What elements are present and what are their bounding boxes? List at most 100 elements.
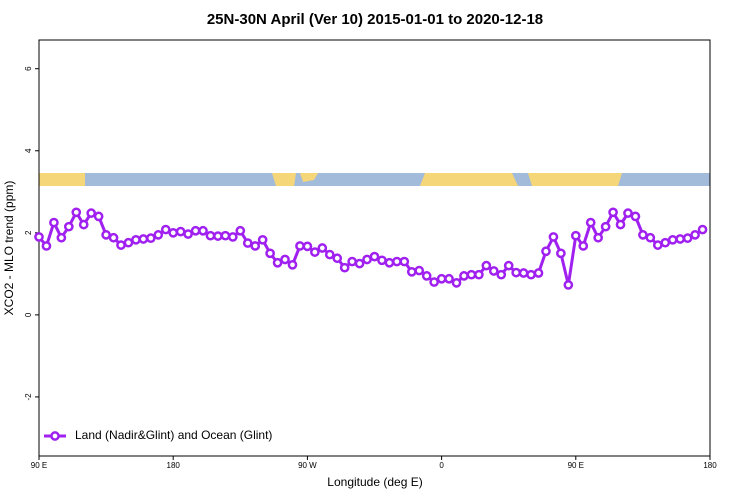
chart-title: 25N-30N April (Ver 10) 2015-01-01 to 202… [207,11,543,28]
data-point [451,278,462,288]
data-point [511,267,522,278]
data-point [474,269,484,280]
data-point [488,266,499,276]
data-point [570,230,581,241]
data-point [108,232,119,243]
data-point [257,234,268,245]
y-tick-label: 0 [24,312,33,317]
data-point [645,232,656,243]
data-point [101,230,111,240]
data-point [213,231,223,241]
data-point [406,266,417,277]
data-point [496,269,507,280]
data-point [384,257,395,268]
data-point [541,246,551,257]
data-point [302,241,313,252]
data-point [198,225,208,236]
data-point [354,258,365,269]
data-point [175,226,186,237]
data-point [339,262,350,273]
data-point [421,271,432,281]
data-point [563,280,574,290]
y-tick-label: 2 [24,230,33,235]
y-tick-label: -2 [24,393,33,401]
data-point [377,255,387,266]
data-point [585,217,596,228]
data-point [518,268,529,278]
x-tick-label: 90 W [298,461,317,470]
data-point [56,232,67,243]
data-point [466,269,477,280]
data-point [623,208,633,218]
x-tick-label: 0 [439,461,444,470]
data-point [145,233,156,244]
data-point [287,259,298,270]
data-point [548,232,559,242]
data-point [600,221,611,232]
data-point [526,269,536,280]
data-point [220,230,231,241]
data-point [429,277,439,287]
y-axis-label: XCO2 - MLO trend (ppm) [2,181,16,316]
data-point [41,241,52,251]
data-point [697,224,708,235]
data-point [369,251,380,262]
data-point [324,249,335,260]
data-point [660,237,671,248]
data-point [690,230,700,240]
data-point [317,243,328,253]
data-point [138,234,149,244]
data-point [280,254,290,265]
data-point [444,273,454,284]
data-point [392,256,402,267]
plot-frame [38,39,711,457]
x-tick-label: 90 E [568,461,584,470]
data-point [295,241,305,251]
data-point [93,211,104,222]
data-point [227,232,238,242]
data-point [436,273,447,284]
data-point [652,240,663,250]
data-point [593,232,604,243]
data-point [183,229,193,239]
data-point [49,217,59,228]
data-point [578,241,589,251]
data-point [78,219,89,230]
data-point [131,234,141,245]
data-point [533,268,544,278]
data-point [71,207,82,218]
data-point [503,260,514,271]
data-point [205,230,216,241]
legend-marker [50,431,60,441]
data-point [556,248,566,259]
data-point [168,227,179,238]
x-tick-label: 180 [703,461,717,470]
data-point [242,238,253,248]
data-point [63,221,74,232]
data-point [667,234,678,245]
data-point [481,260,492,271]
data-point [190,225,201,236]
data-point [362,254,372,265]
data-point [682,233,693,244]
data-point [160,224,171,235]
data-point [272,257,283,268]
data-point [250,241,261,251]
land-ocean-strip [39,173,710,186]
data-point [347,256,357,267]
y-tick-label: 6 [24,66,33,71]
data-point [630,211,641,222]
data-point [615,219,626,230]
data-point [34,232,44,242]
data-point [235,225,246,236]
data-point [332,253,343,264]
data-point [153,230,164,240]
data-point [265,248,275,259]
data-point [608,207,618,218]
x-tick-label: 180 [167,461,181,470]
data-point [459,271,469,281]
data-point [414,265,425,276]
data-point [123,237,134,248]
y-tick-label: 4 [24,148,33,153]
